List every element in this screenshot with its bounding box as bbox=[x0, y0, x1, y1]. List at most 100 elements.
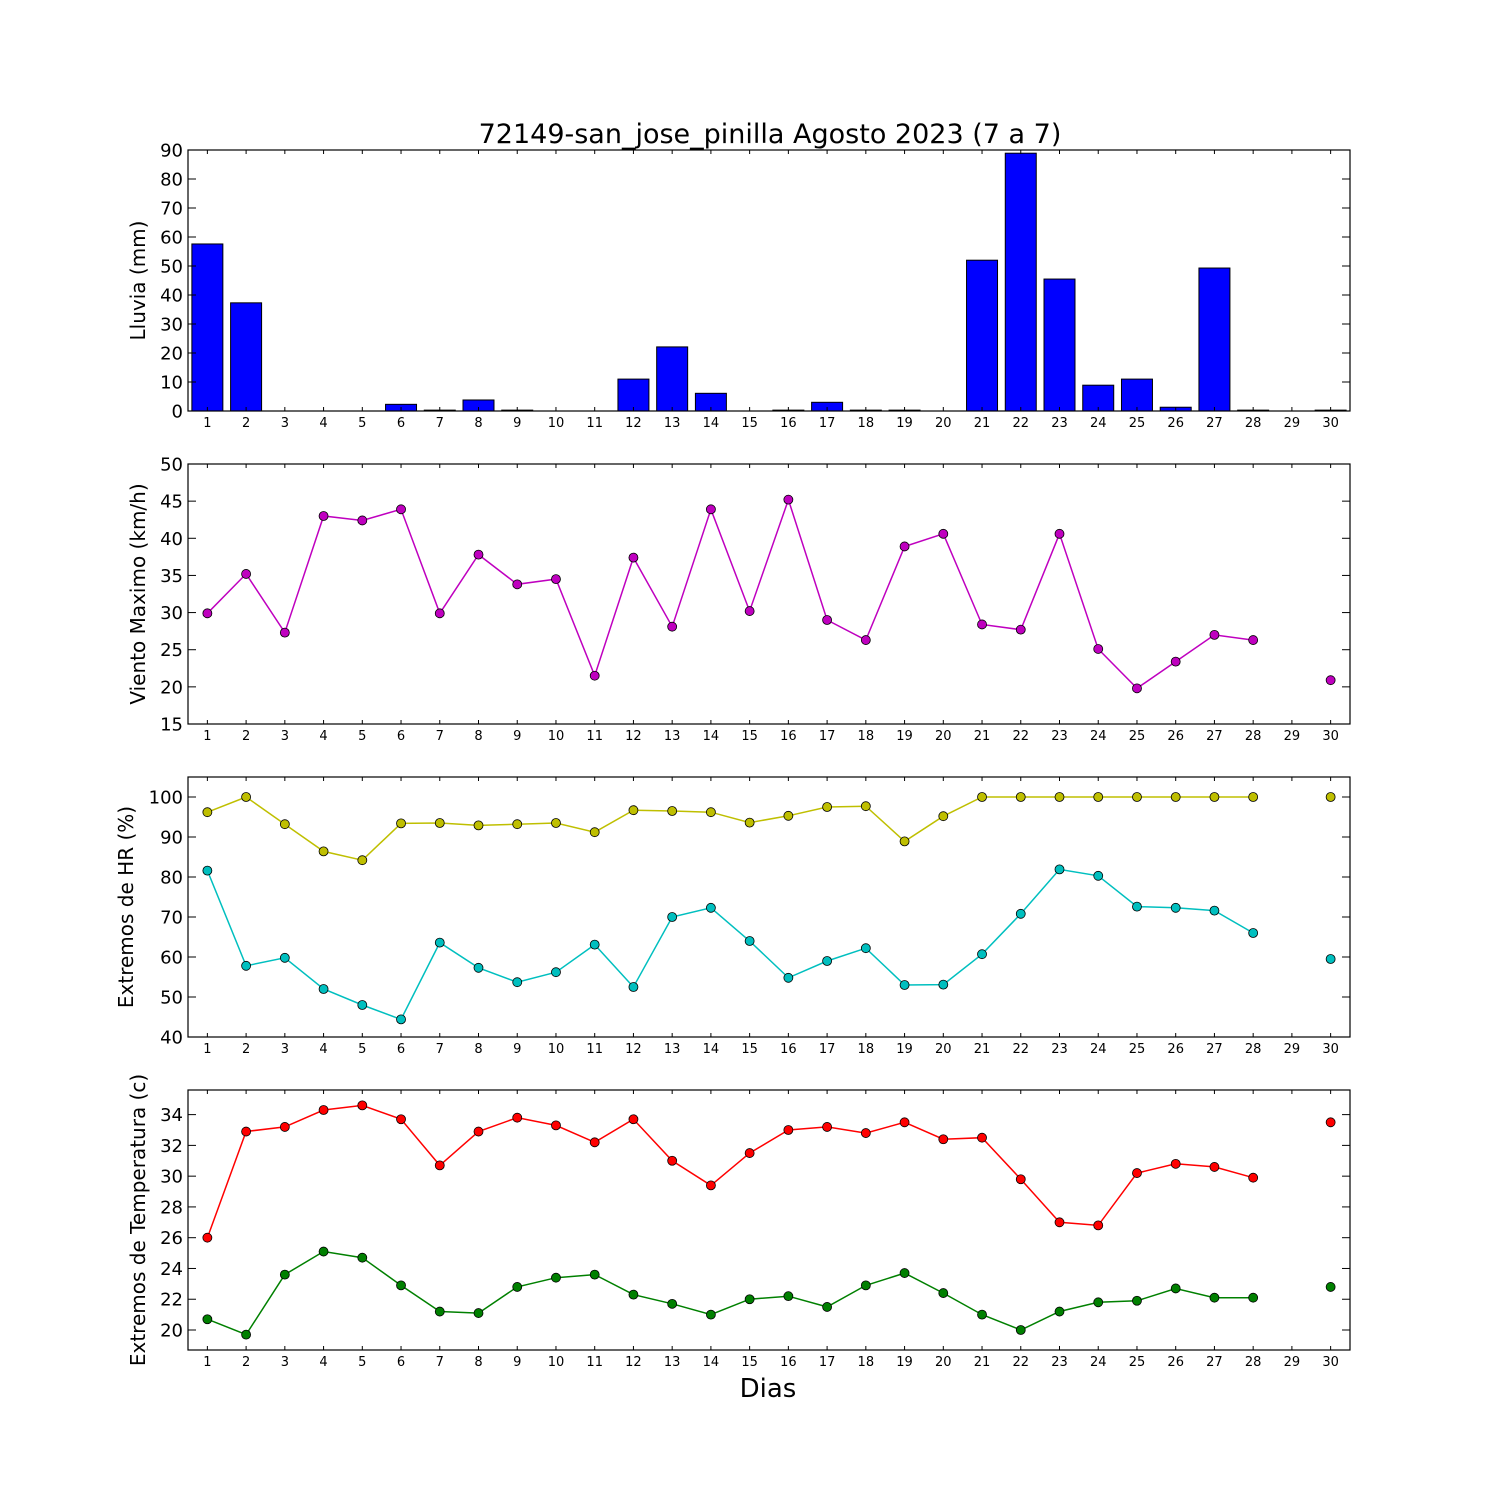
series-2-point-day-28 bbox=[1248, 928, 1259, 938]
series-1-point-day-5 bbox=[357, 1100, 368, 1111]
y-tick-label: 22 bbox=[160, 1290, 183, 1311]
x-tick-label: 22 bbox=[1012, 729, 1029, 744]
series-2-point-day-5 bbox=[357, 1252, 368, 1263]
series-1-point-day-28 bbox=[1248, 635, 1259, 645]
series-1-point-day-11 bbox=[589, 670, 600, 681]
series-1-point-day-25 bbox=[1132, 792, 1142, 802]
x-tick-label: 12 bbox=[625, 729, 642, 744]
x-tick-label: 8 bbox=[474, 416, 482, 431]
y-tick-label: 70 bbox=[160, 199, 183, 220]
series-1-point-day-7 bbox=[434, 608, 445, 619]
x-tick-label: 4 bbox=[319, 1355, 327, 1370]
x-tick-label: 29 bbox=[1284, 1355, 1301, 1370]
series-1-point-day-28 bbox=[1248, 1172, 1259, 1183]
y-tick-label: 32 bbox=[160, 1136, 183, 1157]
x-tick-label: 30 bbox=[1322, 1042, 1339, 1057]
series-1-point-day-13 bbox=[667, 1155, 678, 1166]
x-tick-label: 19 bbox=[896, 1355, 913, 1370]
series-2-point-day-21 bbox=[977, 949, 987, 960]
series-2-point-day-13 bbox=[667, 912, 678, 922]
series-1-line bbox=[206, 1104, 1254, 1238]
series-1-point-day-16 bbox=[783, 494, 794, 505]
x-tick-label: 10 bbox=[548, 1042, 565, 1057]
x-tick-label: 13 bbox=[664, 1042, 681, 1057]
series-1-point-day-17 bbox=[822, 615, 832, 625]
series-1-point-day-27 bbox=[1209, 629, 1220, 640]
x-tick-label: 8 bbox=[474, 1355, 482, 1370]
series-2-point-day-20 bbox=[938, 979, 949, 990]
series-1-point-day-13 bbox=[667, 621, 678, 632]
x-tick-label: 9 bbox=[513, 1355, 521, 1370]
series-2-point-day-24 bbox=[1093, 1297, 1104, 1308]
series-1-point-day-3 bbox=[279, 1122, 290, 1132]
x-tick-label: 6 bbox=[397, 1042, 405, 1057]
series-1-point-day-27 bbox=[1209, 792, 1220, 802]
series-2-point-day-19 bbox=[899, 1268, 910, 1278]
y-tick-label: 40 bbox=[160, 286, 183, 307]
x-tick-label: 29 bbox=[1284, 1042, 1301, 1057]
series-2-point-day-2 bbox=[241, 1329, 252, 1340]
y-tick-label: 25 bbox=[160, 640, 183, 661]
series-2-point-day-21 bbox=[977, 1309, 987, 1320]
series-2-point-day-8 bbox=[473, 1308, 484, 1318]
series-2-point-day-9 bbox=[512, 1282, 523, 1292]
x-tick-label: 29 bbox=[1284, 729, 1301, 744]
x-tick-label: 29 bbox=[1284, 416, 1301, 431]
y-axis-label: Extremos de HR (%) bbox=[114, 806, 138, 1008]
rain-bar-day-12 bbox=[617, 378, 650, 412]
series-2-point-day-5 bbox=[357, 1000, 368, 1010]
rain-bar-day-21 bbox=[966, 259, 999, 412]
x-tick-label: 17 bbox=[819, 1042, 836, 1057]
series-1-point-day-30 bbox=[1325, 675, 1336, 686]
x-tick-label: 7 bbox=[436, 416, 444, 431]
series-2-point-day-10 bbox=[551, 967, 561, 978]
series-2-point-day-15 bbox=[744, 1294, 755, 1305]
x-tick-label: 9 bbox=[513, 416, 521, 431]
y-tick-label: 20 bbox=[160, 677, 183, 698]
series-2-point-day-17 bbox=[822, 956, 832, 966]
x-tick-label: 13 bbox=[664, 1355, 681, 1370]
series-1-point-day-24 bbox=[1093, 1220, 1104, 1231]
series-1-point-day-1 bbox=[202, 807, 213, 818]
series-1-point-day-11 bbox=[589, 1137, 600, 1148]
rain-bar-day-2 bbox=[230, 302, 263, 412]
x-tick-label: 4 bbox=[319, 416, 327, 431]
x-tick-label: 23 bbox=[1051, 1042, 1068, 1057]
series-2-point-day-2 bbox=[241, 960, 252, 971]
y-tick-label: 34 bbox=[160, 1105, 183, 1126]
series-1-point-day-12 bbox=[628, 805, 639, 816]
x-tick-label: 3 bbox=[281, 1042, 289, 1057]
series-1-point-day-8 bbox=[473, 820, 484, 831]
x-tick-label: 7 bbox=[436, 729, 444, 744]
series-1-point-day-4 bbox=[318, 511, 329, 521]
y-tick-label: 30 bbox=[160, 603, 183, 624]
series-1-point-day-26 bbox=[1170, 1158, 1181, 1169]
series-2-point-day-26 bbox=[1170, 1283, 1181, 1294]
x-tick-label: 16 bbox=[780, 416, 797, 431]
x-tick-label: 30 bbox=[1322, 729, 1339, 744]
series-2-point-day-24 bbox=[1093, 870, 1104, 881]
x-tick-label: 2 bbox=[242, 1355, 250, 1370]
x-tick-label: 15 bbox=[741, 729, 758, 744]
series-2-point-day-18 bbox=[860, 943, 871, 954]
series-1-line bbox=[207, 796, 1254, 862]
x-tick-label: 5 bbox=[358, 1042, 366, 1057]
series-2-point-day-13 bbox=[667, 1298, 678, 1309]
y-tick-label: 40 bbox=[160, 529, 183, 550]
rain-bar-day-22 bbox=[1004, 152, 1037, 412]
series-1-point-day-2 bbox=[241, 792, 252, 802]
x-tick-label: 11 bbox=[586, 416, 603, 431]
series-1-point-day-14 bbox=[706, 807, 716, 818]
series-2-point-day-27 bbox=[1209, 905, 1220, 916]
x-tick-label: 6 bbox=[397, 729, 405, 744]
x-tick-label: 16 bbox=[780, 1042, 797, 1057]
x-tick-label: 14 bbox=[703, 416, 720, 431]
x-tick-label: 30 bbox=[1322, 1355, 1339, 1370]
chart-title: 72149-san_jose_pinilla Agosto 2023 (7 a … bbox=[479, 119, 1062, 150]
series-2-point-day-9 bbox=[512, 977, 523, 988]
panels: 1 2 3 4 5 6 7 8 9 10 11 12 13 14 15 16 17 18 19 20 21 22 23 24 2… bbox=[114, 141, 1351, 1370]
x-tick-label: 28 bbox=[1245, 729, 1262, 744]
series-2-point-day-30 bbox=[1325, 1282, 1336, 1292]
x-tick-label: 8 bbox=[474, 729, 482, 744]
